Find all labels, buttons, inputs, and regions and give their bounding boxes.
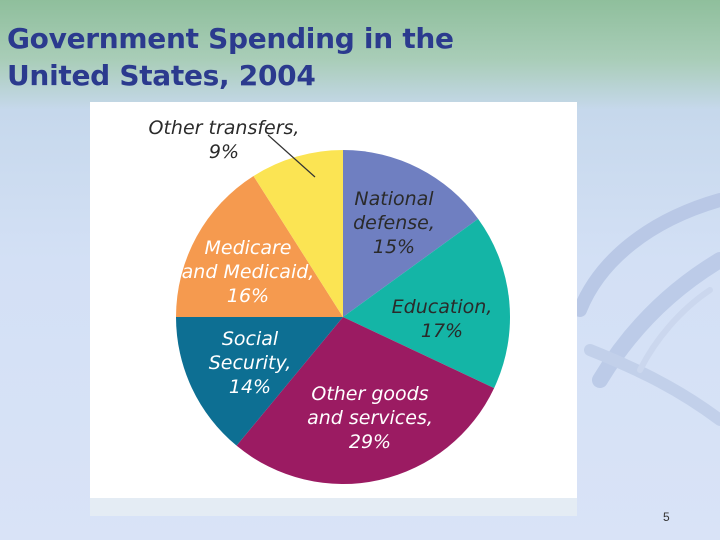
pie-slice-medicare-and-medicaid [176, 176, 343, 317]
pie-label-line: Education, [392, 296, 493, 318]
pie-slice-national-defense [343, 150, 479, 317]
pie-label-line: and services, [307, 407, 433, 429]
pie-chart: National defense, 15% Education, 17% Other go… [149, 117, 511, 485]
slide-title-line-2: United States, 2004 [7, 59, 316, 92]
slide-title-line-1: Government Spending in the [7, 22, 454, 55]
chart-panel: National defense, 15% Education, 17% Other go… [90, 102, 577, 498]
pie-label-line: 15% [373, 236, 415, 258]
pie-label-line: 17% [421, 320, 463, 342]
pie-label-line: 16% [227, 285, 269, 307]
pie-label-education: Education, 17% [392, 296, 493, 342]
pie-slice-other-goods-and-services [236, 317, 495, 485]
decorative-swirl-graphic [573, 193, 720, 426]
pie-label-line: Other transfers, [149, 117, 300, 139]
pie-label-line: and Medicaid, [182, 261, 315, 283]
page-number: 5 [663, 510, 670, 524]
slide-title: Government Spending in the United States… [7, 20, 527, 94]
pie-label-line: defense, [353, 212, 435, 234]
pie-slice-other-transfers [253, 150, 343, 317]
pie-slice-social-security [176, 317, 343, 446]
other-transfers-leader-line [267, 134, 316, 178]
pie-label-national-defense: National defense, 15% [353, 188, 435, 258]
pie-label-line: Medicare [204, 237, 291, 259]
pie-label-line: 14% [229, 376, 271, 398]
pie-slice-education [343, 218, 511, 389]
pie-label-other-transfers: Other transfers, 9% [149, 117, 300, 163]
pie-label-line: Social [222, 328, 279, 350]
pie-label-line: Security, [209, 352, 292, 374]
pie-label-other-goods-and-services: Other goods and services, 29% [307, 383, 433, 453]
pie-label-social-security: Social Security, 14% [209, 328, 292, 398]
pie-label-line: 29% [349, 431, 391, 453]
chart-panel-footer [90, 498, 577, 516]
pie-label-line: 9% [209, 141, 239, 163]
pie-label-line: National [354, 188, 434, 210]
pie-label-medicare-and-medicaid: Medicare and Medicaid, 16% [182, 237, 315, 307]
pie-label-line: Other goods [311, 383, 428, 405]
